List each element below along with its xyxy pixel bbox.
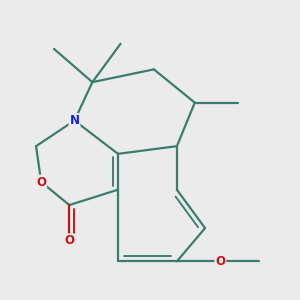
Text: O: O — [64, 234, 74, 248]
Text: O: O — [36, 176, 46, 188]
Text: O: O — [215, 255, 225, 268]
Text: N: N — [70, 114, 80, 127]
